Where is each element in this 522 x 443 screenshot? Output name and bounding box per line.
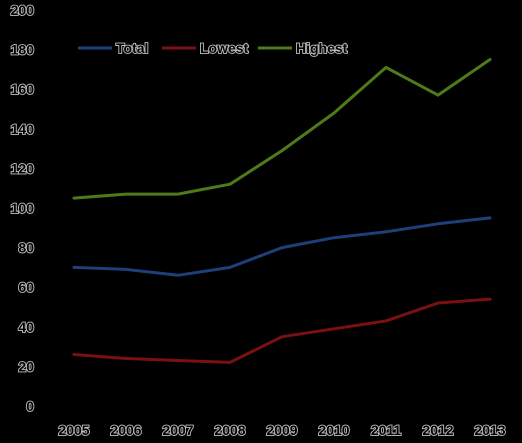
x-tick-label: 2008	[214, 422, 245, 438]
x-tick-label: 2009	[266, 422, 297, 438]
x-axis-tick-labels: 2005 2006 2007 2008 2009 2010 2011 2012 2013	[58, 421, 507, 439]
series-line-total	[72, 216, 492, 277]
y-tick-label: 80	[18, 240, 34, 256]
series-line-lowest	[72, 297, 492, 364]
legend-label-lowest: Lowest	[200, 40, 249, 56]
x-tick-label: 2013	[474, 422, 505, 438]
y-tick-label: 0	[26, 398, 34, 414]
x-tick-label: 2011	[371, 422, 402, 438]
x-tick-label: 2007	[162, 422, 193, 438]
y-tick-label: 100	[11, 200, 35, 216]
x-tick-label: 2012	[422, 422, 453, 438]
legend: Total Lowest Highest	[78, 39, 349, 57]
y-tick-label: 200	[11, 2, 35, 18]
y-tick-label: 60	[18, 279, 34, 295]
y-axis-tick-labels: 0 20 40 60 80 100 120 140 160 180 200	[10, 1, 35, 415]
legend-label-highest: Highest	[296, 40, 348, 56]
series-lines	[72, 58, 492, 364]
x-tick-label: 2005	[58, 422, 89, 438]
x-tick-label: 2006	[110, 422, 141, 438]
y-tick-label: 120	[11, 160, 35, 176]
y-tick-label: 180	[11, 42, 35, 58]
legend-label-total: Total	[116, 40, 148, 56]
y-tick-label: 20	[18, 358, 34, 374]
y-tick-label: 140	[11, 121, 35, 137]
y-tick-label: 40	[18, 319, 34, 335]
x-tick-label: 2010	[318, 422, 349, 438]
series-line-highest	[72, 58, 492, 200]
y-tick-label: 160	[11, 81, 35, 97]
